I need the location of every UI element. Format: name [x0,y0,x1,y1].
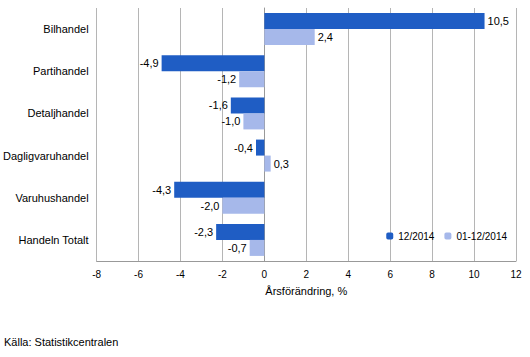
svg-text:Varuhushandel: Varuhushandel [15,192,88,204]
svg-text:2,4: 2,4 [318,31,333,43]
svg-text:6: 6 [387,269,393,280]
svg-text:-2: -2 [218,269,227,280]
svg-text:10: 10 [468,269,480,280]
svg-text:-4,3: -4,3 [152,184,171,196]
svg-text:-2,3: -2,3 [194,226,213,238]
svg-text:12: 12 [510,269,522,280]
svg-text:2: 2 [304,269,310,280]
svg-text:Bilhandel: Bilhandel [43,23,88,35]
svg-text:Årsförändring, %: Årsförändring, % [265,285,347,297]
svg-text:01-12/2014: 01-12/2014 [456,231,507,242]
svg-text:-1,6: -1,6 [209,99,228,111]
svg-text:-1,2: -1,2 [217,73,236,85]
svg-text:-6: -6 [134,269,143,280]
svg-text:-0,4: -0,4 [234,142,253,154]
svg-text:-8: -8 [92,269,101,280]
svg-text:Detaljhandel: Detaljhandel [27,107,88,119]
svg-text:-4,9: -4,9 [140,57,159,69]
svg-text:0: 0 [262,269,268,280]
svg-text:-0,7: -0,7 [228,242,247,254]
svg-text:-2,0: -2,0 [200,200,219,212]
svg-text:12/2014: 12/2014 [398,231,435,242]
svg-text:Dagligvaruhandel: Dagligvaruhandel [3,150,89,162]
svg-text:10,5: 10,5 [488,15,509,27]
svg-text:4: 4 [345,269,351,280]
svg-text:0,3: 0,3 [274,158,289,170]
svg-text:-4: -4 [176,269,185,280]
svg-text:Handeln Totalt: Handeln Totalt [18,234,88,246]
svg-text:8: 8 [429,269,435,280]
svg-text:-1,0: -1,0 [221,115,240,127]
svg-text:Partihandel: Partihandel [33,65,89,77]
svg-text:Källa: Statistikcentralen: Källa: Statistikcentralen [4,336,118,348]
